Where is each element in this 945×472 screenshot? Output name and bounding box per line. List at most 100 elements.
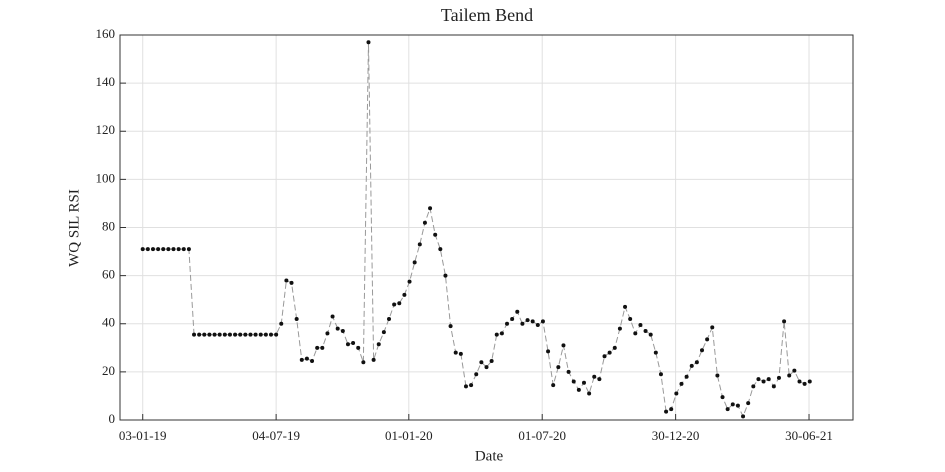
x-tick-label: 30-06-21: [785, 428, 833, 443]
data-point: [623, 304, 628, 309]
data-point: [304, 356, 309, 361]
data-point: [607, 350, 612, 355]
data-point: [284, 278, 289, 283]
data-point: [438, 247, 443, 252]
data-point: [279, 321, 284, 326]
data-point: [325, 331, 330, 336]
data-point: [705, 337, 710, 342]
x-tick-label: 01-01-20: [385, 428, 433, 443]
data-point: [186, 247, 191, 252]
data-point: [448, 324, 453, 329]
data-point: [689, 363, 694, 368]
data-point: [381, 330, 386, 335]
data-point: [402, 292, 407, 297]
data-point: [469, 383, 474, 388]
data-point: [145, 247, 150, 252]
data-point: [540, 319, 545, 324]
data-point: [417, 242, 422, 247]
data-point: [289, 280, 294, 285]
data-point: [730, 402, 735, 407]
data-point: [376, 342, 381, 347]
data-point: [335, 326, 340, 331]
data-point: [407, 279, 412, 284]
data-point: [181, 247, 186, 252]
data-point: [248, 332, 253, 337]
data-point: [710, 325, 715, 330]
data-point: [658, 372, 663, 377]
data-point: [387, 316, 392, 321]
data-point: [679, 381, 684, 386]
data-point: [212, 332, 217, 337]
data-point: [776, 375, 781, 380]
data-point: [422, 220, 427, 225]
data-point: [597, 377, 602, 382]
chart-title: Tailem Bend: [441, 5, 533, 25]
data-point: [515, 309, 520, 314]
data-point: [253, 332, 258, 337]
data-point: [371, 357, 376, 362]
data-point: [653, 350, 658, 355]
data-point: [535, 322, 540, 327]
data-point: [340, 328, 345, 333]
data-point: [561, 343, 566, 348]
data-point: [664, 409, 669, 414]
plot-frame: [119, 34, 854, 421]
y-tick-label: 80: [102, 218, 115, 233]
data-point: [294, 316, 299, 321]
data-point: [741, 414, 746, 419]
y-tick-label: 0: [109, 411, 116, 426]
data-point: [746, 401, 751, 406]
data-point: [392, 302, 397, 307]
data-point: [510, 316, 515, 321]
data-point: [499, 331, 504, 336]
data-point: [694, 360, 699, 365]
data-point: [217, 332, 222, 337]
y-tick-label: 160: [96, 26, 116, 41]
data-point: [633, 331, 638, 336]
data-point: [299, 357, 304, 362]
data-point: [361, 360, 366, 365]
data-point: [546, 349, 551, 354]
data-point: [566, 369, 571, 374]
data-point: [233, 332, 238, 337]
data-point: [207, 332, 212, 337]
data-point: [735, 403, 740, 408]
data-point: [433, 232, 438, 237]
data-point: [525, 318, 530, 323]
data-point: [725, 407, 730, 412]
data-point: [161, 247, 166, 252]
data-point: [628, 316, 633, 321]
y-axis-label: WQ SIL RSI: [66, 189, 82, 267]
data-point: [356, 345, 361, 350]
y-tick-label: 40: [102, 315, 115, 330]
x-tick-label: 01-07-20: [518, 428, 566, 443]
data-point: [484, 365, 489, 370]
data-point: [458, 351, 463, 356]
data-point: [412, 260, 417, 265]
data-point: [453, 350, 458, 355]
data-point: [643, 328, 648, 333]
data-point: [474, 372, 479, 377]
x-tick-label: 30-12-20: [652, 428, 700, 443]
data-point: [807, 379, 812, 384]
data-point: [479, 360, 484, 365]
data-point: [571, 379, 576, 384]
y-tick-label: 20: [102, 363, 115, 378]
data-point: [222, 332, 227, 337]
data-point: [274, 332, 279, 337]
data-point: [787, 373, 792, 378]
data-point: [140, 247, 145, 252]
data-point: [397, 301, 402, 306]
data-point: [268, 332, 273, 337]
data-point: [551, 383, 556, 388]
data-point: [751, 384, 756, 389]
data-point: [581, 380, 586, 385]
y-tick-label: 60: [102, 267, 115, 282]
data-point: [592, 374, 597, 379]
data-point: [443, 273, 448, 278]
data-point: [197, 332, 202, 337]
data-point: [315, 345, 320, 350]
data-point: [156, 247, 161, 252]
